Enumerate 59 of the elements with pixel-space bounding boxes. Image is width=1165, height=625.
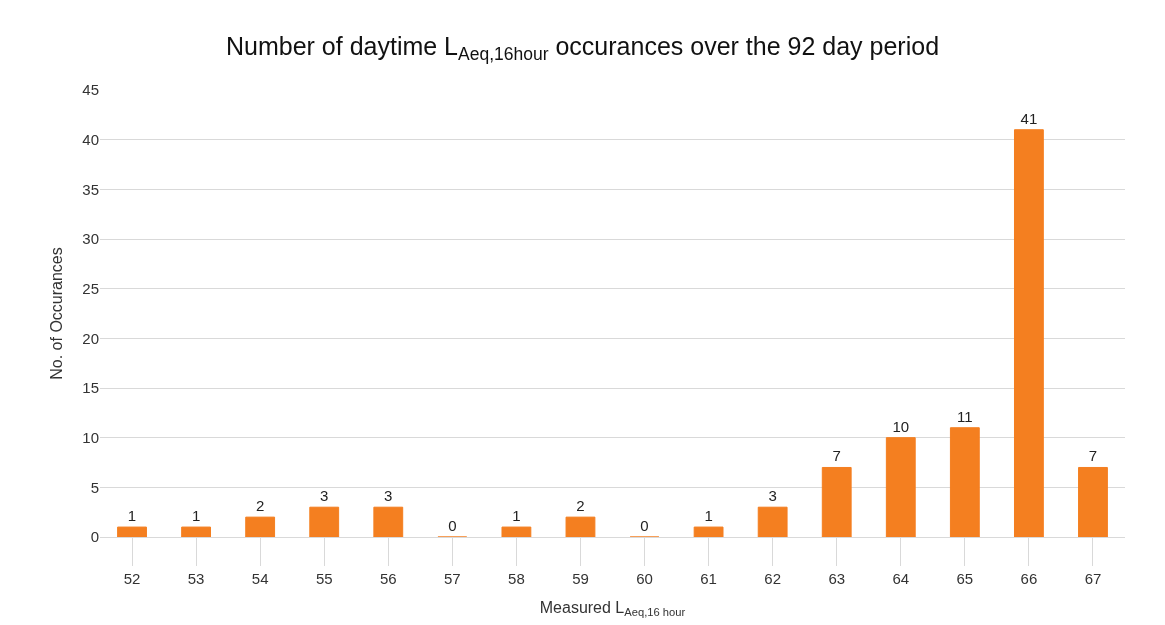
bar (1078, 466, 1108, 537)
bar (117, 526, 147, 537)
data-label: 10 (892, 417, 910, 435)
bar (821, 466, 852, 537)
x-tick-label: 59 (572, 570, 589, 587)
data-label: 1 (512, 507, 521, 525)
y-tick-label: 5 (90, 478, 99, 496)
x-tick-label: 65 (956, 570, 974, 587)
bar (309, 506, 340, 537)
data-label: 1 (191, 507, 201, 525)
data-label: 1 (704, 507, 713, 525)
x-tick-label: 67 (1084, 570, 1102, 587)
y-tick-label: 25 (82, 279, 99, 297)
data-label: 11 (957, 407, 973, 425)
bar (501, 526, 532, 537)
data-label: 3 (320, 487, 329, 505)
bar (1013, 129, 1044, 537)
bar (181, 526, 212, 537)
chart-title: Number of daytime L$_{Aeq,16hour}$ occurances over the 92 day period (225, 32, 940, 65)
bar (885, 437, 916, 537)
data-label: 7 (1088, 447, 1098, 465)
y-tick-label: 15 (82, 379, 99, 397)
data-label: 2 (255, 497, 265, 515)
bar (245, 516, 276, 537)
x-tick-label: 64 (892, 570, 910, 587)
data-label: 41 (1020, 109, 1038, 127)
data-label: 2 (576, 497, 585, 515)
x-tick-label: 54 (251, 570, 269, 587)
data-label: 0 (448, 517, 457, 534)
data-label: 1 (127, 507, 137, 525)
x-tick-label: 52 (123, 570, 141, 587)
y-tick-label: 35 (82, 180, 99, 198)
x-tick-label: 58 (508, 570, 525, 587)
y-tick-label: 30 (82, 230, 99, 248)
data-label: 0 (640, 517, 649, 534)
x-tick-label: 56 (379, 570, 397, 587)
x-tick-label: 57 (444, 570, 461, 587)
y-tick-label: 0 (90, 528, 99, 546)
x-tick-label: 62 (764, 570, 781, 587)
x-tick-label: 53 (187, 570, 205, 587)
bar (949, 427, 980, 537)
x-tick-label: 61 (700, 570, 717, 587)
x-tick-label: 63 (828, 570, 846, 587)
x-tick-label: 55 (315, 570, 333, 587)
x-axis-title: Measured L$_{Aeq,16 hour}$ (539, 598, 686, 619)
data-label: 3 (384, 487, 393, 505)
data-label: 7 (832, 447, 841, 465)
y-axis-title: No. of Occurances (48, 247, 66, 380)
y-tick-label: 40 (82, 130, 99, 148)
y-tick-label: 10 (82, 428, 99, 446)
x-tick-label: 66 (1020, 570, 1038, 587)
x-tick-label: 60 (636, 570, 653, 587)
y-tick-label: 45 (82, 81, 99, 99)
bar (565, 516, 596, 537)
bar (757, 506, 788, 537)
bar (373, 506, 404, 537)
bar (693, 526, 724, 537)
y-tick-label: 20 (82, 329, 99, 347)
data-label: 3 (768, 487, 777, 505)
